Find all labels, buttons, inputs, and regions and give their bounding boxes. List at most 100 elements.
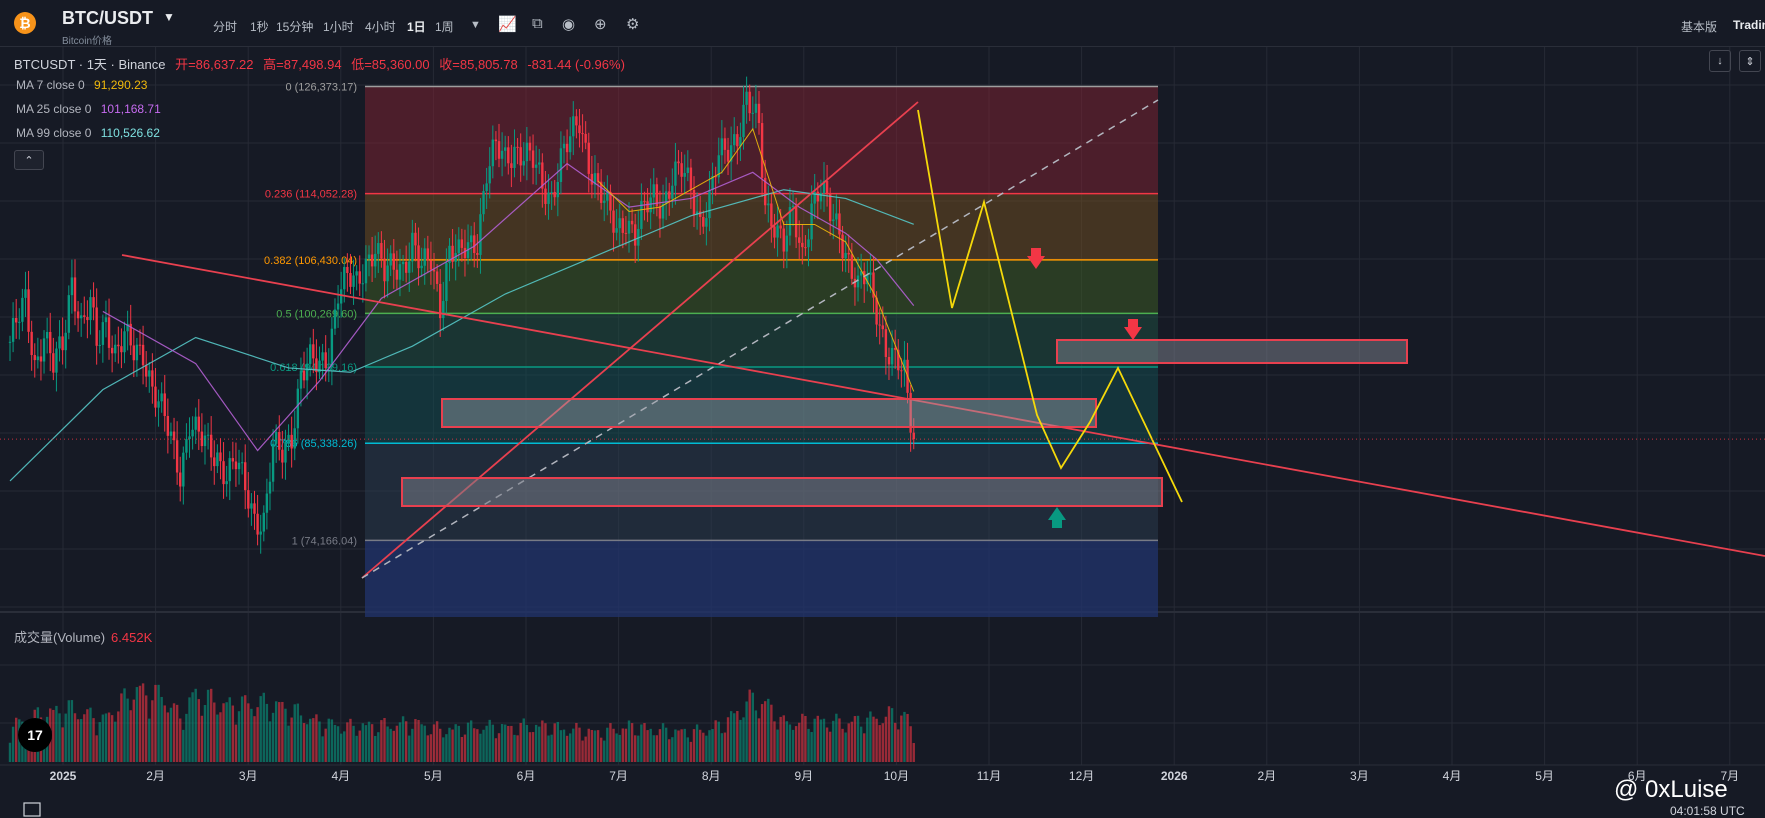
high-value: 高=87,498.94: [263, 57, 342, 72]
candle-body: [513, 146, 516, 168]
candle-body: [188, 436, 191, 440]
volume-bar: [278, 702, 281, 762]
candle-body: [432, 269, 436, 272]
tradingview-logo[interactable]: 17: [18, 718, 52, 752]
candle-body: [213, 457, 216, 467]
candle-body: [290, 434, 293, 449]
candle-body: [250, 503, 253, 509]
volume-bar: [565, 735, 569, 762]
timeframe-0[interactable]: 分时: [213, 20, 238, 34]
top-toolbar: ₿ BTC/USDT ▼ Bitcoin价格 分时 1秒 15分钟 1小时 4小…: [0, 0, 1765, 47]
volume-bar: [259, 696, 262, 762]
volume-bar: [247, 703, 250, 762]
chevron-down-icon[interactable]: ▼: [163, 10, 175, 24]
arrow-down-icon[interactable]: ↓: [1709, 50, 1731, 72]
candle-body: [900, 370, 903, 372]
candle-body: [828, 194, 832, 222]
volume-bar: [500, 724, 504, 762]
ma25-legend[interactable]: MA 25 close 0 101,168.71: [16, 102, 167, 116]
candle-body: [538, 162, 541, 165]
symbol-label[interactable]: BTCUSDT · 1天 · Binance: [14, 57, 166, 72]
candle-body: [244, 462, 247, 491]
timeframe-1[interactable]: 1秒: [250, 20, 269, 34]
x-axis-label: 12月: [1069, 769, 1094, 783]
volume-bar: [473, 728, 476, 762]
candle-body: [8, 341, 12, 343]
candle-body: [454, 253, 457, 262]
candle-body: [327, 366, 330, 369]
tradingview-view-button[interactable]: Tradin: [1733, 18, 1765, 32]
volume-bar: [114, 721, 117, 762]
candle-body: [166, 416, 170, 436]
fib-level-label: 1 (74,166.04): [292, 535, 357, 547]
camera-icon[interactable]: ◉: [562, 16, 576, 33]
x-axis-label: 7月: [609, 769, 628, 783]
candle-body: [343, 266, 346, 290]
candle-body: [392, 253, 395, 270]
ma99-legend[interactable]: MA 99 close 0 110,526.62: [16, 126, 166, 140]
timeframe-3[interactable]: 1小时: [323, 20, 354, 34]
fib-level-label: 0 (126,373.17): [285, 82, 357, 94]
volume-bar: [903, 711, 906, 762]
candle-body: [52, 353, 55, 373]
compare-icon[interactable]: ⧉: [532, 15, 543, 32]
collapse-legend-button[interactable]: ⌃: [14, 150, 44, 170]
volume-bar: [305, 724, 309, 762]
volume-bar: [417, 719, 420, 762]
candle-body: [912, 432, 915, 440]
expand-icon[interactable]: ⇕: [1739, 50, 1761, 72]
candle-body: [284, 442, 287, 463]
timeframe-dropdown-icon[interactable]: ▼: [470, 19, 481, 31]
candle-body: [773, 226, 776, 238]
candle-body: [683, 172, 686, 177]
candle-body: [83, 315, 86, 317]
volume-bar: [674, 729, 677, 762]
candle-body: [469, 235, 473, 243]
volume-legend[interactable]: 成交量(Volume) 6.452K: [14, 627, 152, 646]
ma7-value: 91,290.23: [94, 78, 148, 92]
timeframe-6[interactable]: 1周: [435, 20, 454, 34]
candle-body: [593, 173, 597, 185]
candle-body: [330, 328, 334, 367]
indicator-icon[interactable]: 📈: [498, 16, 517, 33]
ma7-legend[interactable]: MA 7 close 0 91,290.23: [16, 78, 153, 92]
pair-title[interactable]: BTC/USDT: [62, 8, 153, 28]
fib-retracement: 0 (126,373.17) 0.236 (114,052.28) 0.382 (1…: [264, 82, 1158, 617]
volume-bar: [606, 727, 609, 762]
volume-bar: [460, 737, 464, 762]
candle-body: [866, 274, 869, 285]
candle-body: [240, 462, 244, 464]
volume-bar: [547, 735, 550, 762]
candle-body: [739, 137, 742, 147]
timeframe-2[interactable]: 15分钟: [276, 20, 314, 34]
basic-view-button[interactable]: 基本版: [1681, 20, 1718, 34]
volume-bar: [906, 713, 909, 762]
volume-bar: [244, 695, 247, 762]
candle-body: [729, 145, 733, 162]
volume-bar: [206, 689, 210, 762]
volume-bar: [61, 727, 64, 762]
candle-body: [875, 297, 878, 325]
timeframe-5[interactable]: 1日: [407, 20, 426, 34]
candle-body: [346, 266, 349, 273]
timeframe-4[interactable]: 4小时: [365, 20, 396, 34]
volume-bar: [599, 737, 603, 762]
candle-body: [73, 277, 77, 312]
settings-icon[interactable]: ⚙: [626, 16, 640, 33]
volume-bar: [791, 729, 795, 762]
volume-bar: [163, 705, 166, 762]
volume-value: 6.452K: [111, 630, 153, 645]
volume-bar: [788, 724, 792, 762]
add-icon[interactable]: ⊕: [594, 16, 607, 33]
volume-bar: [590, 729, 594, 762]
candle-body: [324, 352, 327, 369]
volume-bar: [798, 722, 801, 762]
volume-bar: [392, 730, 395, 762]
candle-body: [225, 481, 228, 485]
pair-subtitle[interactable]: Bitcoin价格: [62, 36, 113, 47]
volume-bar: [312, 718, 315, 762]
volume-bar: [658, 729, 662, 762]
candle-body: [779, 225, 782, 229]
candle-body: [782, 228, 785, 252]
